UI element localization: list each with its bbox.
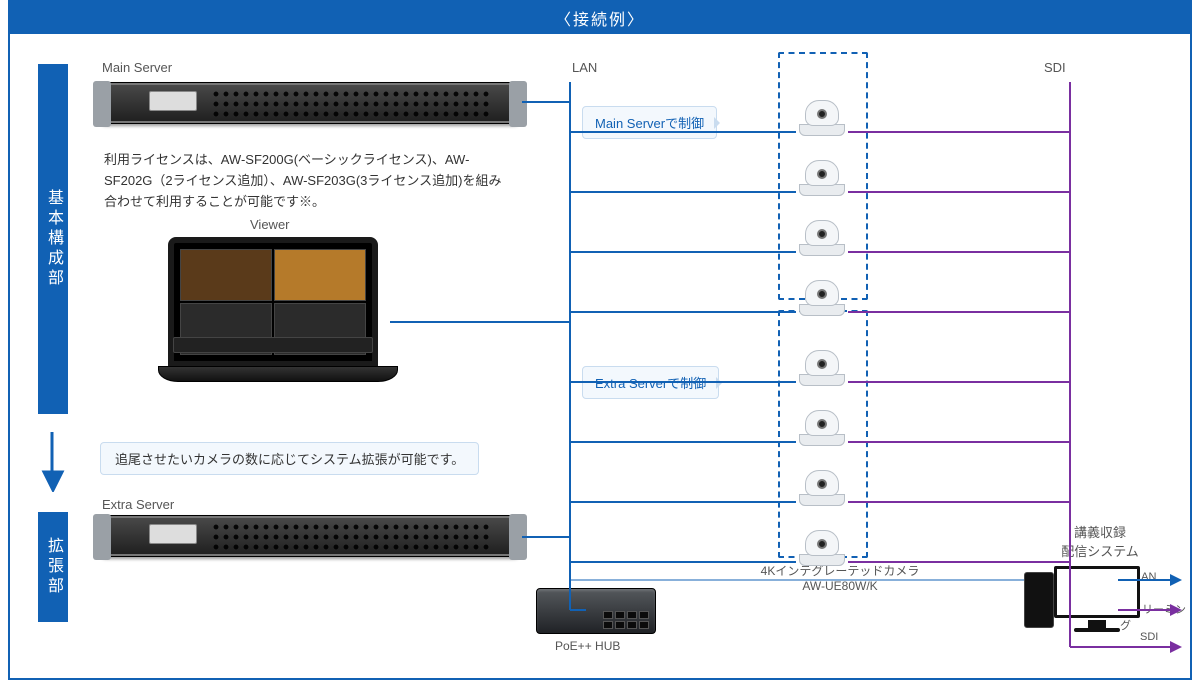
diagram-frame: 〈接続例〉 基本構成部 拡張部 Main Server Viewer Extra… [8, 0, 1192, 680]
diagram-title: 〈接続例〉 [10, 2, 1190, 34]
wires-svg [10, 32, 1190, 680]
